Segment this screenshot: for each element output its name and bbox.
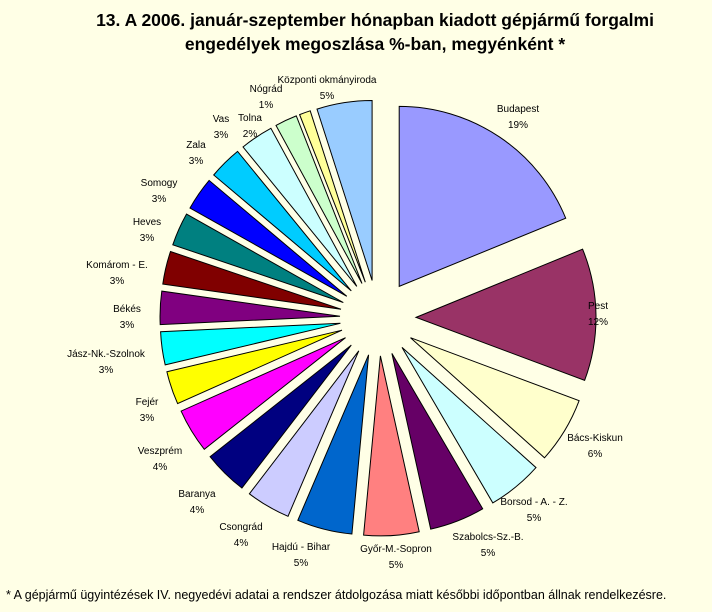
slice-label-value-8: 4% bbox=[190, 505, 205, 516]
slice-label-name-8: Baranya bbox=[178, 489, 216, 500]
pie-slice-16 bbox=[212, 150, 352, 292]
slice-label-8: Baranya 4% bbox=[178, 489, 216, 516]
slice-label-name-2: Bács-Kiskun bbox=[567, 433, 623, 444]
slice-label-11: Jász-Nk.-Szolnok 3% bbox=[67, 349, 146, 376]
slice-label-value-12: 3% bbox=[120, 320, 135, 331]
slice-label-2: Bács-Kiskun 6% bbox=[567, 433, 623, 460]
slice-label-4: Szabolcs-Sz.-B. 5% bbox=[452, 532, 523, 559]
slice-label-name-19: Nógrád bbox=[250, 84, 283, 95]
slice-label-name-13: Komárom - E. bbox=[86, 260, 148, 271]
slice-label-1: Pest 12% bbox=[588, 301, 608, 328]
pie-slice-1 bbox=[414, 248, 597, 382]
pie-slice-2 bbox=[410, 337, 580, 459]
pie-slice-14 bbox=[172, 213, 344, 303]
pie-slice-10 bbox=[166, 329, 343, 405]
pie-slice-13 bbox=[162, 250, 342, 310]
slice-label-name-4: Szabolcs-Sz.-B. bbox=[452, 532, 523, 543]
pie-slice-6 bbox=[297, 354, 370, 535]
slice-label-name-7: Csongrád bbox=[219, 522, 262, 533]
slice-label-name-5: Győr-M.-Sopron bbox=[360, 544, 432, 555]
slice-label-name-15: Somogy bbox=[141, 178, 178, 189]
pie-slice-20 bbox=[316, 99, 373, 281]
slice-label-value-11: 3% bbox=[99, 365, 114, 376]
slice-label-value-15: 3% bbox=[152, 194, 167, 205]
slice-label-14: Heves 3% bbox=[133, 217, 161, 244]
slice-label-name-18: Tolna bbox=[238, 113, 262, 124]
footnote: * A gépjármű ügyintézések IV. negyedévi … bbox=[6, 588, 667, 602]
pie-labels: Budapest 19% Pest 12% Bács-Kiskun 6% Borsod - … bbox=[67, 75, 623, 571]
pie-slice-19 bbox=[298, 110, 366, 283]
slice-label-18: Tolna 2% bbox=[238, 113, 262, 140]
slice-label-value-14: 3% bbox=[140, 233, 155, 244]
pie-slices bbox=[159, 99, 597, 537]
slice-label-10: Fejér 3% bbox=[136, 397, 159, 424]
slice-label-9: Veszprém 4% bbox=[138, 446, 182, 473]
slice-label-3: Borsod - A. - Z. 5% bbox=[500, 497, 567, 524]
pie-slice-4 bbox=[391, 353, 484, 530]
slice-label-value-19: 1% bbox=[259, 100, 274, 111]
slice-label-name-14: Heves bbox=[133, 217, 161, 228]
pie-slice-18 bbox=[275, 115, 363, 284]
pie-slice-12 bbox=[159, 290, 341, 326]
slice-label-value-9: 4% bbox=[153, 462, 168, 473]
slice-label-7: Csongrád 4% bbox=[219, 522, 262, 549]
slice-label-19: Nógrád 1% bbox=[250, 84, 283, 111]
slice-label-0: Budapest 19% bbox=[497, 104, 539, 131]
slice-label-name-12: Békés bbox=[113, 304, 141, 315]
slice-label-value-0: 19% bbox=[508, 120, 528, 131]
slice-label-name-10: Fejér bbox=[136, 397, 159, 408]
slice-label-16: Zala 3% bbox=[186, 140, 206, 167]
slice-label-value-10: 3% bbox=[140, 413, 155, 424]
slice-label-name-3: Borsod - A. - Z. bbox=[500, 497, 567, 508]
slice-label-name-1: Pest bbox=[588, 301, 608, 312]
pie-slice-11 bbox=[160, 322, 341, 366]
slice-label-value-1: 12% bbox=[588, 317, 608, 328]
slice-label-5: Győr-M.-Sopron 5% bbox=[360, 544, 432, 571]
slice-label-15: Somogy 3% bbox=[141, 178, 178, 205]
chart-title-line-2: engedélyek megoszlása %-ban, megyénként … bbox=[184, 34, 566, 54]
chart-title-line-1: 13. A 2006. január-szeptember hónapban k… bbox=[96, 10, 654, 30]
pie-slice-15 bbox=[189, 179, 348, 297]
slice-label-name-6: Hajdú - Bihar bbox=[272, 542, 331, 553]
slice-label-12: Békés 3% bbox=[113, 304, 141, 331]
pie-slice-0 bbox=[398, 105, 567, 288]
slice-label-name-16: Zala bbox=[186, 140, 206, 151]
slice-label-value-5: 5% bbox=[389, 560, 404, 571]
slice-label-value-2: 6% bbox=[588, 449, 603, 460]
pie-slice-17 bbox=[242, 127, 358, 287]
slice-label-value-4: 5% bbox=[481, 548, 496, 559]
pie-slice-3 bbox=[401, 347, 537, 504]
slice-label-name-0: Budapest bbox=[497, 104, 539, 115]
pie-slice-8 bbox=[209, 344, 352, 489]
slice-label-value-7: 4% bbox=[234, 538, 249, 549]
slice-label-value-17: 3% bbox=[214, 130, 229, 141]
pie-slice-5 bbox=[363, 355, 420, 537]
slice-label-value-3: 5% bbox=[527, 513, 542, 524]
slice-label-name-20: Központi okmányiroda bbox=[278, 75, 377, 86]
slice-label-17: Vas 3% bbox=[213, 114, 230, 141]
slice-label-13: Komárom - E. 3% bbox=[86, 260, 148, 287]
slice-label-6: Hajdú - Bihar 5% bbox=[272, 542, 331, 569]
pie-slice-9 bbox=[180, 337, 346, 451]
slice-label-value-13: 3% bbox=[110, 276, 125, 287]
slice-label-value-16: 3% bbox=[189, 156, 204, 167]
slice-label-name-9: Veszprém bbox=[138, 446, 182, 457]
slice-label-20: Központi okmányiroda 5% bbox=[278, 75, 377, 102]
slice-label-name-11: Jász-Nk.-Szolnok bbox=[67, 349, 146, 360]
slice-label-value-6: 5% bbox=[294, 558, 309, 569]
slice-label-value-20: 5% bbox=[320, 91, 335, 102]
chart-title: 13. A 2006. január-szeptember hónapban k… bbox=[60, 8, 690, 56]
slice-label-value-18: 2% bbox=[243, 129, 258, 140]
pie-slice-7 bbox=[248, 350, 360, 517]
slice-label-name-17: Vas bbox=[213, 114, 230, 125]
